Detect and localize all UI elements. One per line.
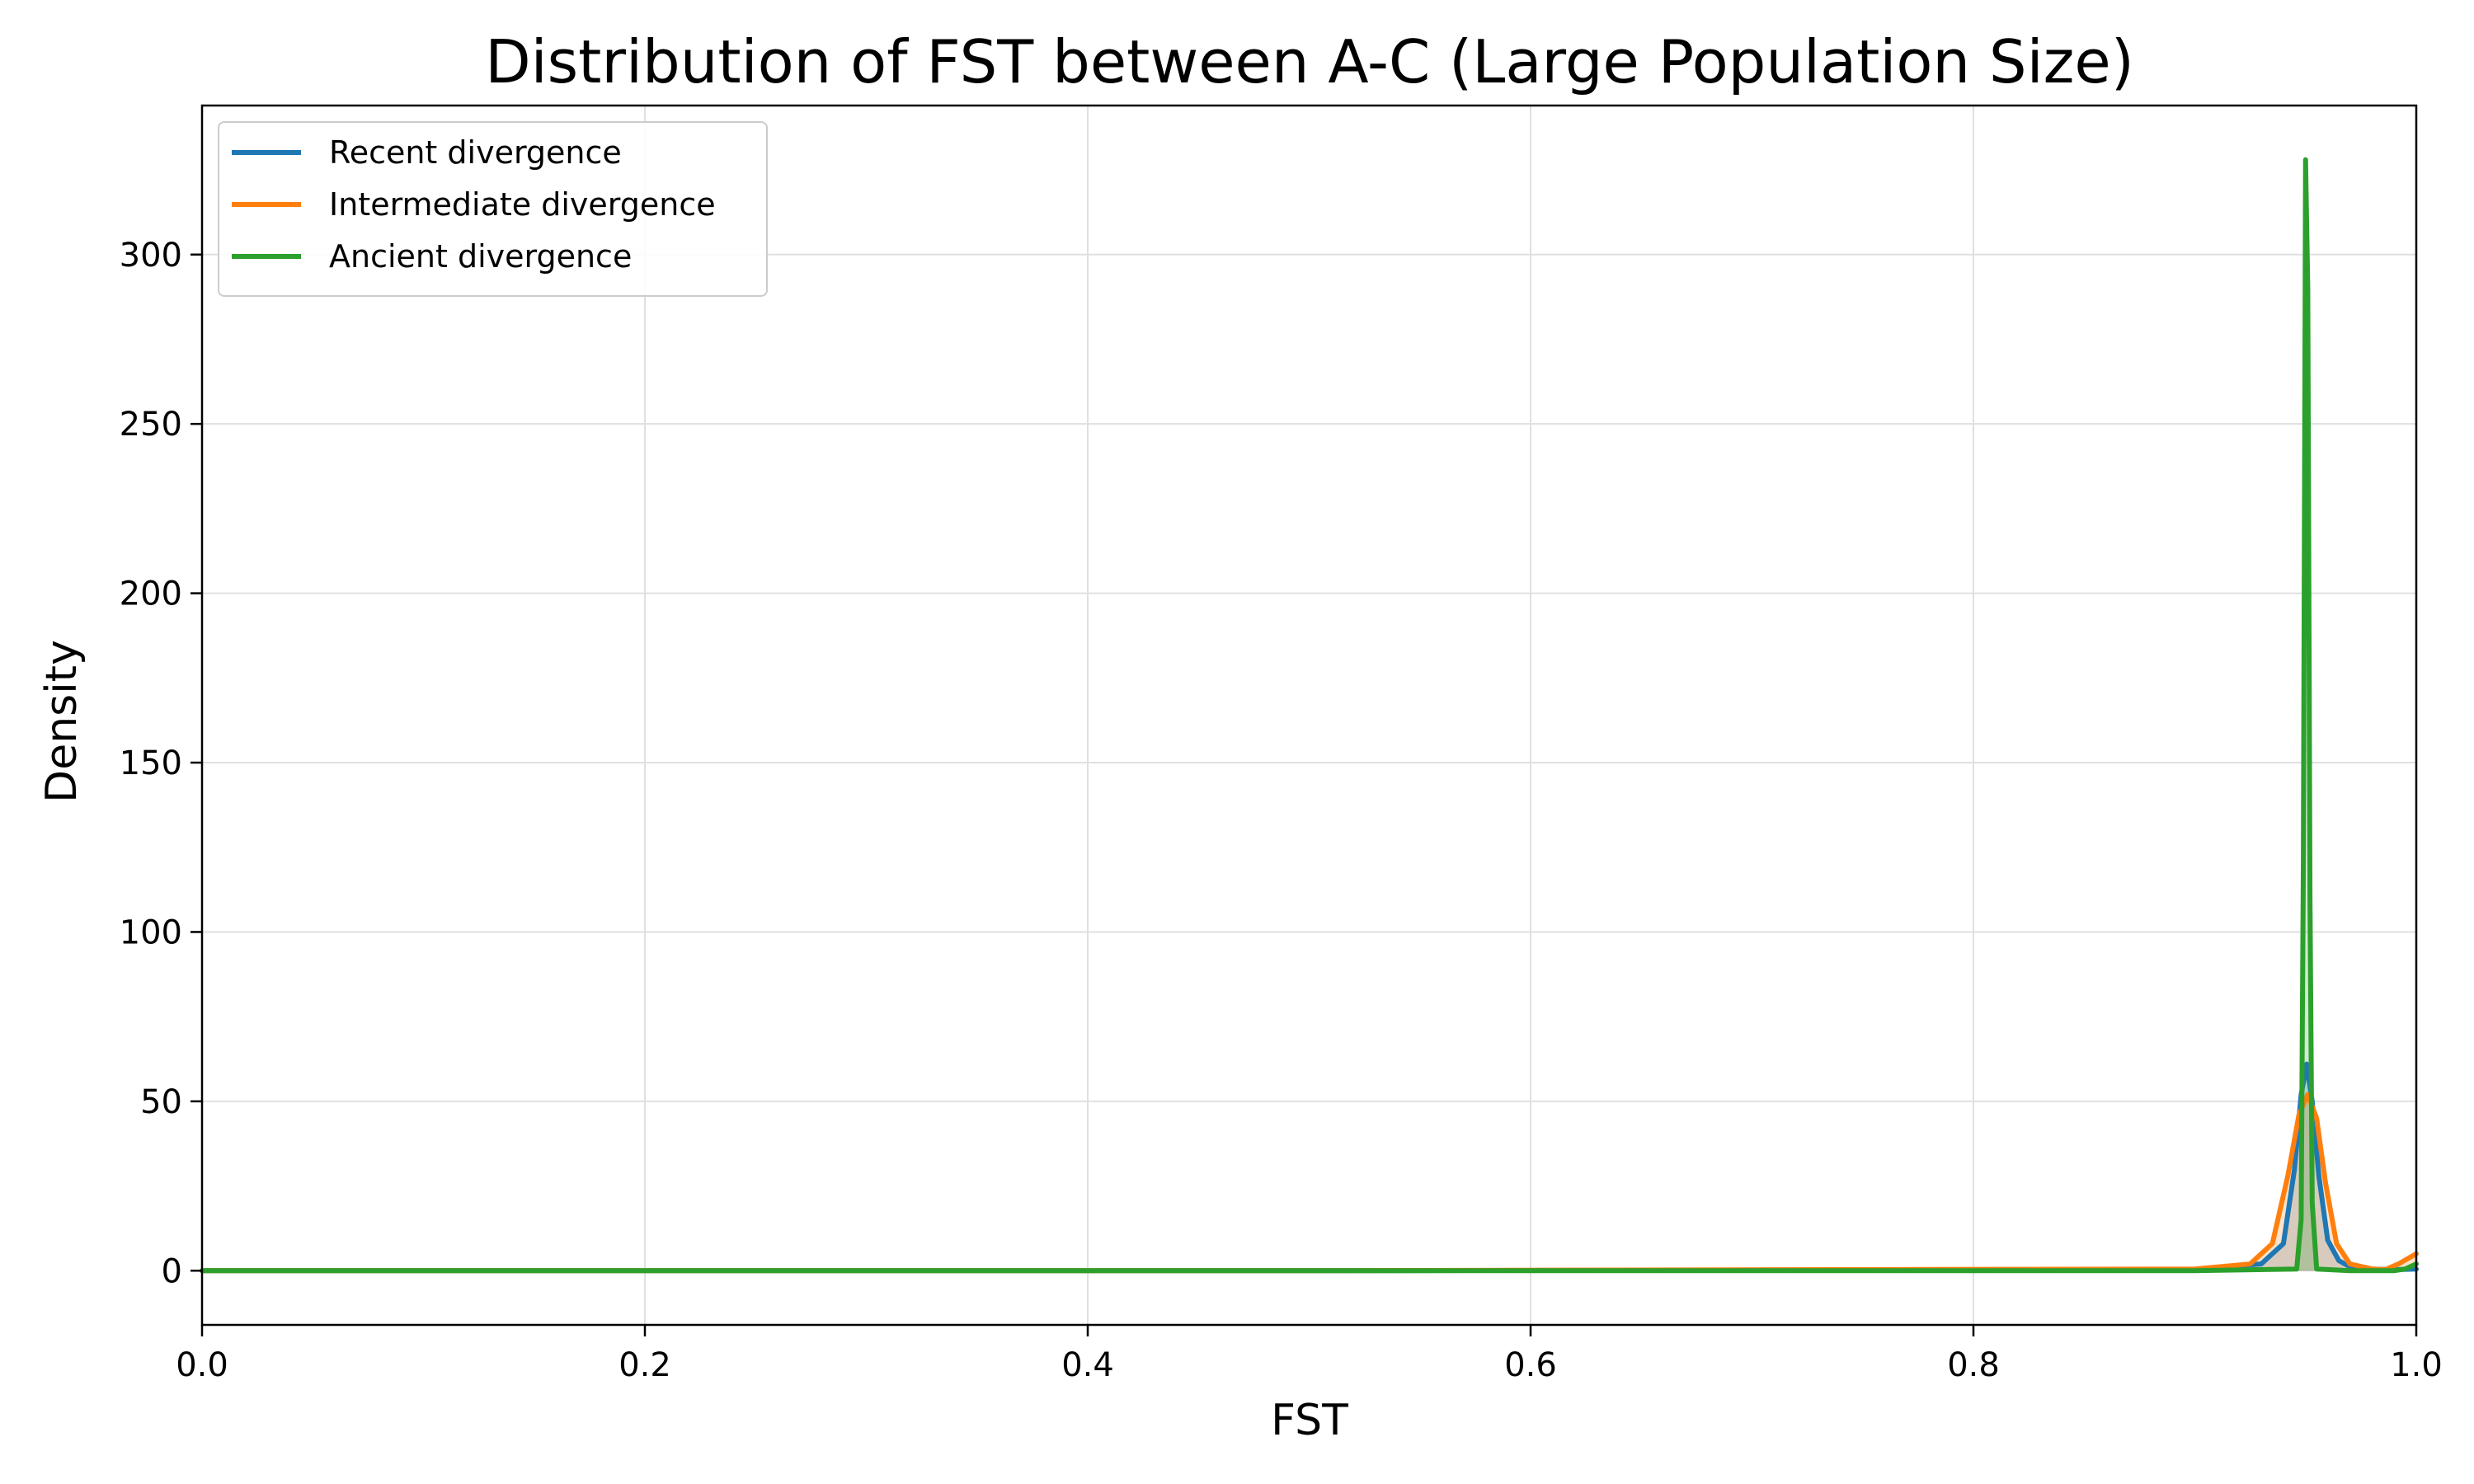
series-line-2 xyxy=(200,157,2419,1274)
y-tick-label: 200 xyxy=(120,575,182,613)
y-tick-label: 0 xyxy=(162,1252,182,1290)
y-axis-label: Density xyxy=(37,640,87,803)
x-axis-ticks: 0.0 0.2 0.4 0.6 0.8 1.0 xyxy=(176,1325,2443,1384)
x-tick-label: 0.2 xyxy=(618,1346,671,1384)
y-tick-label: 100 xyxy=(120,913,182,951)
chart-title: Distribution of FST between A-C (Large P… xyxy=(485,27,2134,96)
x-tick-label: 1.0 xyxy=(2390,1346,2443,1384)
y-tick-label: 150 xyxy=(120,744,182,782)
x-tick-label: 0.0 xyxy=(176,1346,228,1384)
legend-label: Ancient divergence xyxy=(329,238,632,275)
plot-frame xyxy=(200,104,2418,1327)
y-tick-label: 300 xyxy=(120,237,182,275)
y-tick-label: 250 xyxy=(120,406,182,444)
legend-label: Recent divergence xyxy=(329,134,622,171)
x-tick-label: 0.6 xyxy=(1504,1346,1557,1384)
x-tick-label: 0.8 xyxy=(1947,1346,2000,1384)
series-lines xyxy=(200,157,2419,1274)
legend-box xyxy=(218,121,768,297)
legend-label: Intermediate divergence xyxy=(329,186,716,223)
legend: Recent divergence Intermediate divergence… xyxy=(218,121,768,297)
x-tick-label: 0.4 xyxy=(1061,1346,1114,1384)
y-axis-ticks: 0 50 100 150 200 250 300 xyxy=(120,237,202,1290)
x-axis-label: FST xyxy=(1271,1396,1348,1445)
y-tick-label: 50 xyxy=(140,1083,182,1121)
